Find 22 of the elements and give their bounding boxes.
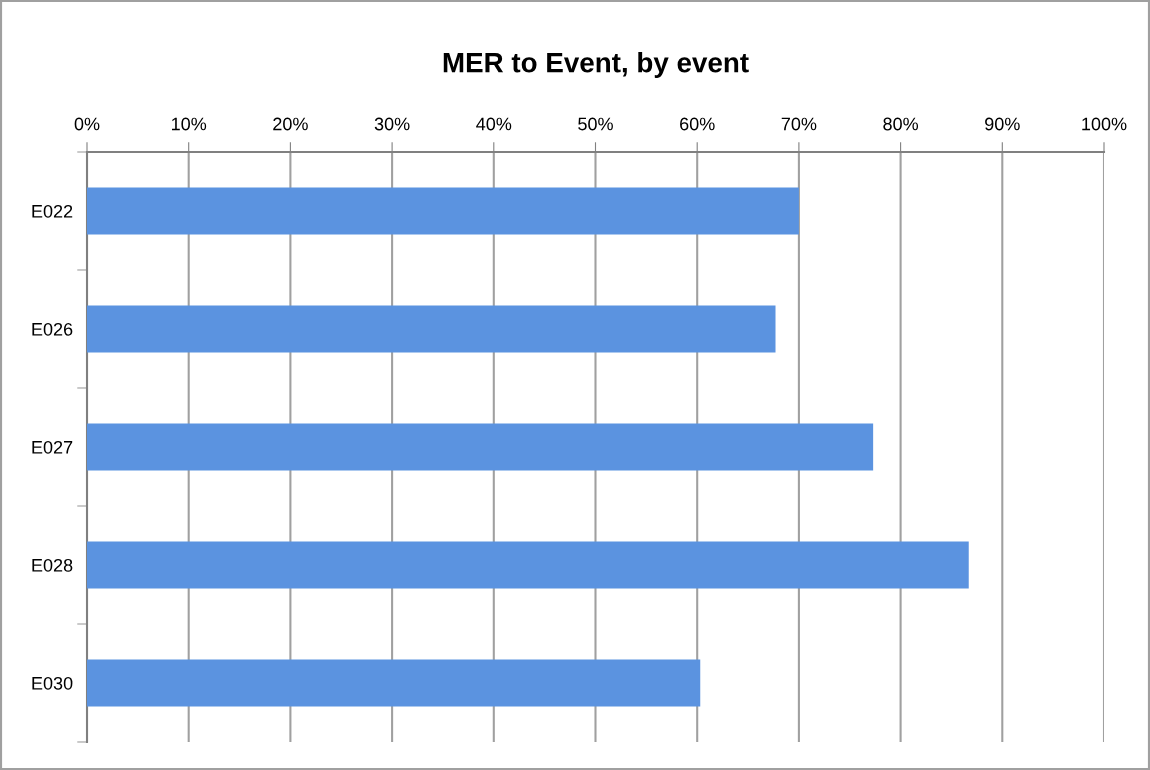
x-tick-label: 20% xyxy=(273,117,308,131)
x-tick-label: 40% xyxy=(476,117,512,131)
y-tick-label: E028 xyxy=(32,558,73,572)
chart-title: MER to Event, by event xyxy=(443,52,749,78)
bar xyxy=(87,423,874,471)
x-tick-label: 90% xyxy=(985,117,1020,131)
y-tick-label: E027 xyxy=(32,440,73,454)
bar xyxy=(87,305,776,353)
x-tick-label: 100% xyxy=(1082,117,1127,131)
x-tick-label: 80% xyxy=(883,117,919,131)
x-tick-label: 10% xyxy=(172,117,207,131)
x-tick-label: 70% xyxy=(781,117,817,131)
bar xyxy=(87,659,701,707)
bar xyxy=(87,187,799,235)
x-tick-label: 30% xyxy=(374,117,410,131)
y-tick-label: E030 xyxy=(32,676,73,690)
x-tick-label: 60% xyxy=(680,117,715,131)
y-tick-label: E022 xyxy=(32,204,73,218)
y-tick-label: E026 xyxy=(32,322,73,336)
x-tick-label: 0% xyxy=(74,117,100,131)
x-tick-label: 50% xyxy=(578,117,613,131)
bar xyxy=(87,541,969,589)
